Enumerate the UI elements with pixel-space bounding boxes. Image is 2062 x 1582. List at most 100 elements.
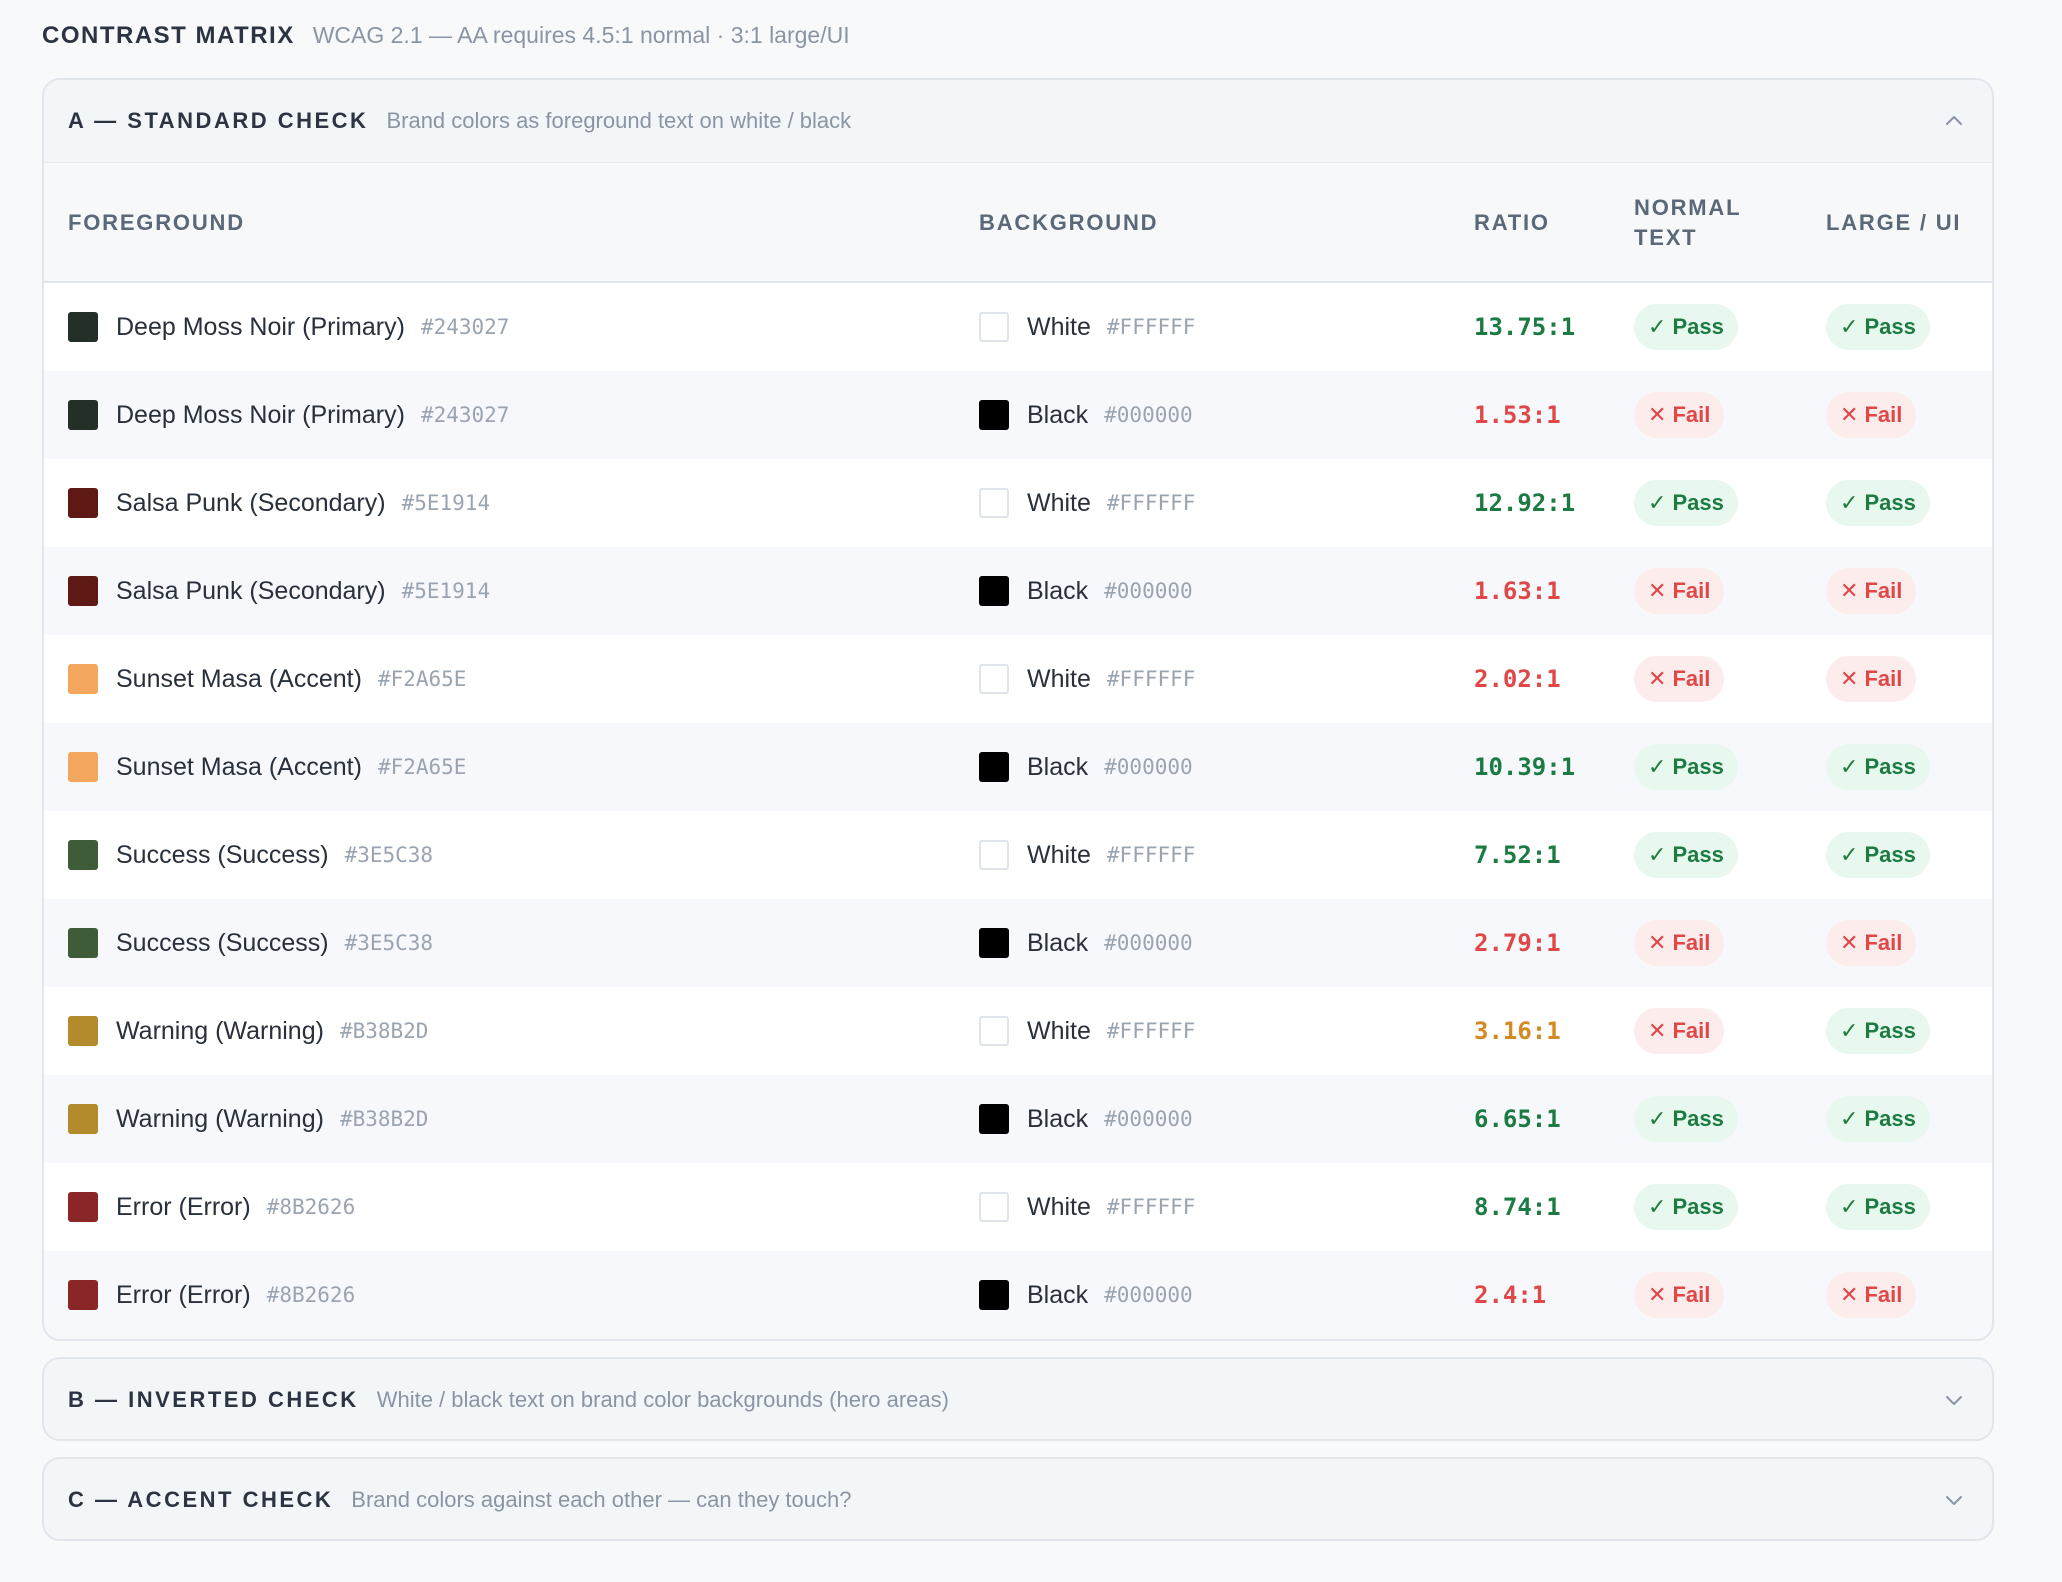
normal-text-result: ✓ Pass — [1634, 459, 1738, 547]
pass-badge: ✓ Pass — [1826, 1096, 1930, 1142]
chevron-up-icon[interactable] — [1944, 111, 1964, 131]
check-icon: ✓ — [1648, 314, 1667, 339]
ratio-cell: 2.02:1 — [1474, 635, 1561, 723]
badge-label: Pass — [1864, 314, 1916, 339]
ratio-cell: 3.16:1 — [1474, 987, 1561, 1075]
background-swatch — [979, 488, 1009, 518]
background-hex: #000000 — [1104, 1107, 1193, 1131]
badge-label: Fail — [1864, 666, 1903, 691]
fail-badge: ✕ Fail — [1634, 656, 1725, 702]
cross-icon: ✕ — [1648, 578, 1667, 603]
section-standard-check-header[interactable]: A — STANDARD CHECK Brand colors as foreg… — [44, 80, 1992, 162]
check-icon: ✓ — [1840, 490, 1859, 515]
badge-label: Fail — [1672, 578, 1711, 603]
pass-badge: ✓ Pass — [1826, 480, 1930, 526]
foreground-name: Sunset Masa (Accent) — [116, 752, 362, 781]
background-cell: White #FFFFFF — [979, 811, 1195, 899]
ratio-cell: 2.79:1 — [1474, 899, 1561, 987]
background-swatch — [979, 928, 1009, 958]
foreground-cell: Salsa Punk (Secondary) #5E1914 — [68, 459, 490, 547]
pass-badge: ✓ Pass — [1634, 744, 1738, 790]
background-hex: #FFFFFF — [1106, 491, 1196, 515]
foreground-cell: Warning (Warning) #B38B2D — [68, 1075, 428, 1163]
normal-text-result: ✓ Pass — [1634, 723, 1738, 811]
page-header: CONTRAST MATRIX WCAG 2.1 — AA requires 4… — [42, 22, 850, 54]
background-name: Black — [1027, 400, 1089, 429]
background-swatch — [979, 664, 1009, 694]
column-header-normal-text-line2: TEXT — [1634, 225, 1698, 250]
foreground-name: Success (Success) — [116, 928, 329, 957]
foreground-hex: #B38B2D — [339, 1107, 429, 1131]
foreground-hex: #8B2626 — [266, 1283, 356, 1307]
foreground-cell: Error (Error) #8B2626 — [68, 1163, 355, 1251]
cross-icon: ✕ — [1648, 402, 1667, 427]
column-header-background: BACKGROUND — [979, 210, 1159, 236]
foreground-name: Error (Error) — [116, 1280, 251, 1309]
background-hex: #000000 — [1104, 403, 1193, 427]
cross-icon: ✕ — [1840, 402, 1859, 427]
section-inverted-check-header[interactable]: B — INVERTED CHECK White / black text on… — [44, 1359, 1992, 1439]
background-name: Black — [1027, 1104, 1089, 1133]
cross-icon: ✕ — [1840, 1282, 1859, 1307]
contrast-ratio: 2.4:1 — [1474, 1281, 1547, 1309]
pass-badge: ✓ Pass — [1634, 1184, 1738, 1230]
fail-badge: ✕ Fail — [1826, 920, 1917, 966]
fail-badge: ✕ Fail — [1634, 392, 1725, 438]
normal-text-result: ✕ Fail — [1634, 899, 1725, 987]
cross-icon: ✕ — [1648, 666, 1667, 691]
pass-badge: ✓ Pass — [1634, 304, 1738, 350]
large-ui-result: ✕ Fail — [1826, 899, 1917, 987]
badge-label: Pass — [1672, 1194, 1724, 1219]
badge-label: Fail — [1672, 1018, 1711, 1043]
foreground-hex: #5E1914 — [401, 579, 491, 603]
foreground-name: Deep Moss Noir (Primary) — [116, 312, 405, 341]
foreground-cell: Sunset Masa (Accent) #F2A65E — [68, 723, 466, 811]
foreground-swatch — [68, 400, 98, 430]
foreground-swatch — [68, 488, 98, 518]
normal-text-result: ✕ Fail — [1634, 635, 1725, 723]
foreground-hex: #243027 — [420, 315, 510, 339]
page-title: CONTRAST MATRIX — [42, 22, 295, 49]
contrast-ratio: 10.39:1 — [1474, 753, 1576, 781]
background-name: White — [1027, 840, 1091, 869]
fail-badge: ✕ Fail — [1634, 920, 1725, 966]
foreground-cell: Warning (Warning) #B38B2D — [68, 987, 428, 1075]
ratio-cell: 8.74:1 — [1474, 1163, 1561, 1251]
chevron-down-icon[interactable] — [1944, 1490, 1964, 1510]
table-row: Salsa Punk (Secondary) #5E1914 White #FFFFF… — [44, 459, 1992, 547]
table-header-row: FOREGROUND BACKGROUND RATIO NORMAL TEXT … — [44, 163, 1992, 283]
background-swatch — [979, 1016, 1009, 1046]
pass-badge: ✓ Pass — [1826, 304, 1930, 350]
background-swatch — [979, 576, 1009, 606]
normal-text-result: ✕ Fail — [1634, 987, 1725, 1075]
check-icon: ✓ — [1648, 490, 1667, 515]
large-ui-result: ✓ Pass — [1826, 459, 1930, 547]
background-swatch — [979, 1280, 1009, 1310]
section-description: Brand colors as foreground text on white… — [386, 108, 852, 133]
check-icon: ✓ — [1648, 1194, 1667, 1219]
normal-text-result: ✕ Fail — [1634, 371, 1725, 459]
check-icon: ✓ — [1840, 754, 1859, 779]
ratio-cell: 1.53:1 — [1474, 371, 1561, 459]
cross-icon: ✕ — [1840, 578, 1859, 603]
background-cell: White #FFFFFF — [979, 1163, 1195, 1251]
normal-text-result: ✓ Pass — [1634, 1075, 1738, 1163]
table-row: Success (Success) #3E5C38 Black #000000 2.79… — [44, 899, 1992, 987]
badge-label: Pass — [1672, 842, 1724, 867]
check-icon: ✓ — [1840, 1194, 1859, 1219]
background-cell: White #FFFFFF — [979, 987, 1195, 1075]
check-icon: ✓ — [1840, 1018, 1859, 1043]
foreground-swatch — [68, 840, 98, 870]
fail-badge: ✕ Fail — [1826, 1272, 1917, 1318]
foreground-hex: #F2A65E — [377, 755, 467, 779]
section-standard-check: A — STANDARD CHECK Brand colors as foreg… — [42, 78, 1994, 1341]
foreground-name: Warning (Warning) — [116, 1104, 324, 1133]
background-swatch — [979, 400, 1009, 430]
contrast-ratio: 7.52:1 — [1474, 841, 1561, 869]
foreground-swatch — [68, 1104, 98, 1134]
chevron-down-icon[interactable] — [1944, 1390, 1964, 1410]
check-icon: ✓ — [1840, 842, 1859, 867]
section-accent-check-header[interactable]: C — ACCENT CHECK Brand colors against ea… — [44, 1459, 1992, 1539]
foreground-hex: #243027 — [420, 403, 510, 427]
background-name: Black — [1027, 752, 1089, 781]
